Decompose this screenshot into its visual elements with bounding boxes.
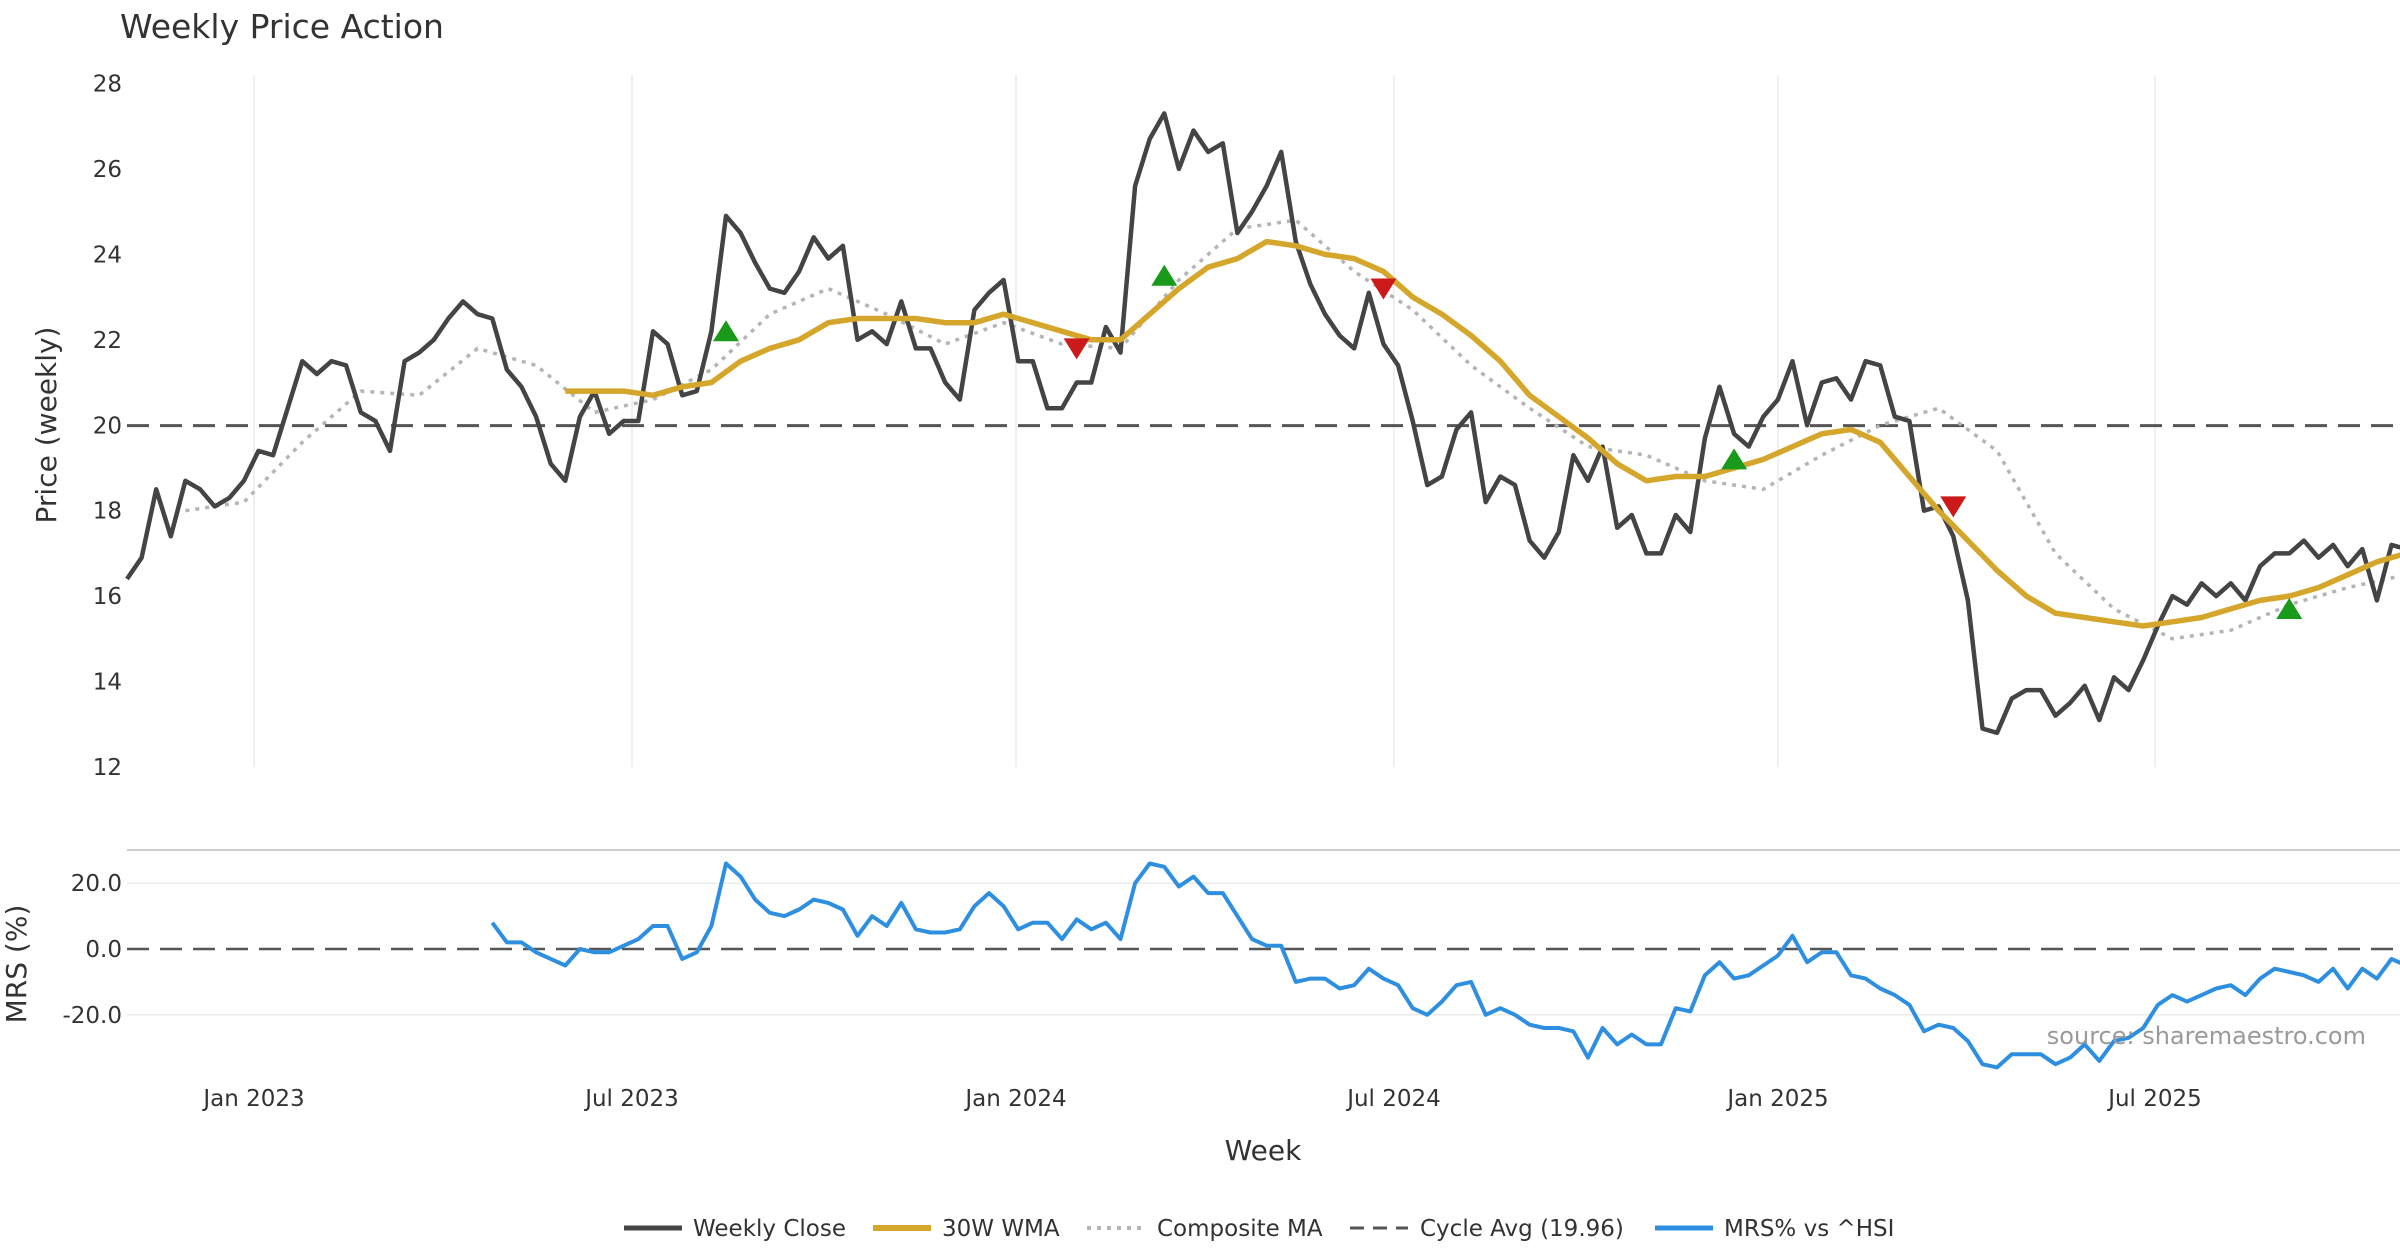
mrs-series bbox=[490, 861, 2400, 1070]
legend-label-mrs: MRS% vs ^HSI bbox=[1724, 1216, 1894, 1242]
buy-signal-marker bbox=[1151, 264, 1178, 286]
price-y-tick-label: 28 bbox=[93, 72, 122, 98]
legend-item-composite-ma: Composite MA bbox=[1087, 1216, 1323, 1242]
price-y-tick-label: 14 bbox=[93, 670, 122, 696]
buy-signal-marker bbox=[713, 320, 740, 342]
weekly-close-line bbox=[125, 111, 2400, 736]
price-y-tick-label: 16 bbox=[93, 584, 122, 610]
chart-title: Weekly Price Action bbox=[120, 7, 444, 46]
x-tick-label: Jan 2024 bbox=[963, 1086, 1066, 1112]
price-y-tick-label: 20 bbox=[93, 413, 122, 439]
price-y-tick-label: 18 bbox=[93, 499, 122, 525]
legend-label-30w-wma: 30W WMA bbox=[942, 1216, 1060, 1242]
x-tick-label: Jul 2025 bbox=[2106, 1086, 2202, 1112]
sell-signal-marker bbox=[1940, 496, 1967, 518]
mrs-y-tick-label: -20.0 bbox=[62, 1003, 122, 1029]
sell-signal-marker bbox=[1370, 278, 1397, 300]
x-tick-label: Jul 2024 bbox=[1345, 1086, 1441, 1112]
x-tick-label: Jan 2023 bbox=[201, 1086, 304, 1112]
mrs-y-tick-label: 20.0 bbox=[71, 871, 122, 897]
mrs-y-axis-label: MRS (%) bbox=[0, 905, 33, 1024]
wma-30w-line bbox=[565, 238, 2400, 629]
buy-signal-marker bbox=[2276, 597, 2303, 619]
price-grid bbox=[253, 75, 2156, 767]
price-y-tick-label: 26 bbox=[93, 157, 122, 183]
mrs-y-tick-label: 0.0 bbox=[85, 937, 122, 963]
legend-label-weekly-close: Weekly Close bbox=[693, 1216, 846, 1242]
price-series bbox=[125, 111, 2400, 736]
legend-item-mrs: MRS% vs ^HSI bbox=[1655, 1216, 1894, 1242]
legend-item-30w-wma: 30W WMA bbox=[873, 1216, 1060, 1242]
price-y-tick-label: 12 bbox=[93, 755, 122, 781]
legend-label-cycle-avg: Cycle Avg (19.96) bbox=[1420, 1216, 1624, 1242]
signal-markers bbox=[713, 264, 2303, 619]
x-axis-ticks: Jan 2023 Jul 2023 Jan 2024 Jul 2024 Jan 2025… bbox=[201, 1086, 2201, 1112]
composite-ma-line bbox=[185, 218, 2400, 641]
mrs-panel: -20.0 0.0 20.0 MRS (%) source: sharemaestr… bbox=[0, 849, 2400, 1070]
source-label: source: sharemaestro.com bbox=[2047, 1022, 2366, 1050]
price-y-axis-label: Price (weekly) bbox=[30, 327, 63, 524]
price-y-tick-label: 22 bbox=[93, 328, 122, 354]
legend-label-composite-ma: Composite MA bbox=[1157, 1216, 1323, 1242]
mrs-y-ticks: -20.0 0.0 20.0 bbox=[62, 871, 122, 1029]
mrs-grid bbox=[127, 882, 2400, 1016]
sell-signal-marker bbox=[1063, 338, 1090, 360]
price-y-tick-label: 24 bbox=[93, 242, 122, 268]
legend-item-weekly-close: Weekly Close bbox=[624, 1216, 846, 1242]
price-y-ticks: 12 14 16 18 20 22 24 26 28 bbox=[93, 72, 122, 782]
x-tick-label: Jan 2025 bbox=[1725, 1086, 1828, 1112]
buy-signal-marker bbox=[1721, 448, 1748, 470]
mrs-line bbox=[490, 861, 2400, 1070]
x-tick-label: Jul 2023 bbox=[583, 1086, 679, 1112]
legend-item-cycle-avg: Cycle Avg (19.96) bbox=[1350, 1216, 1624, 1242]
x-axis-label: Week bbox=[1225, 1134, 1302, 1167]
legend: Weekly Close 30W WMA Composite MA Cycle … bbox=[624, 1216, 1894, 1242]
price-panel: 12 14 16 18 20 22 24 26 28 Price (weekly) bbox=[30, 72, 2400, 782]
